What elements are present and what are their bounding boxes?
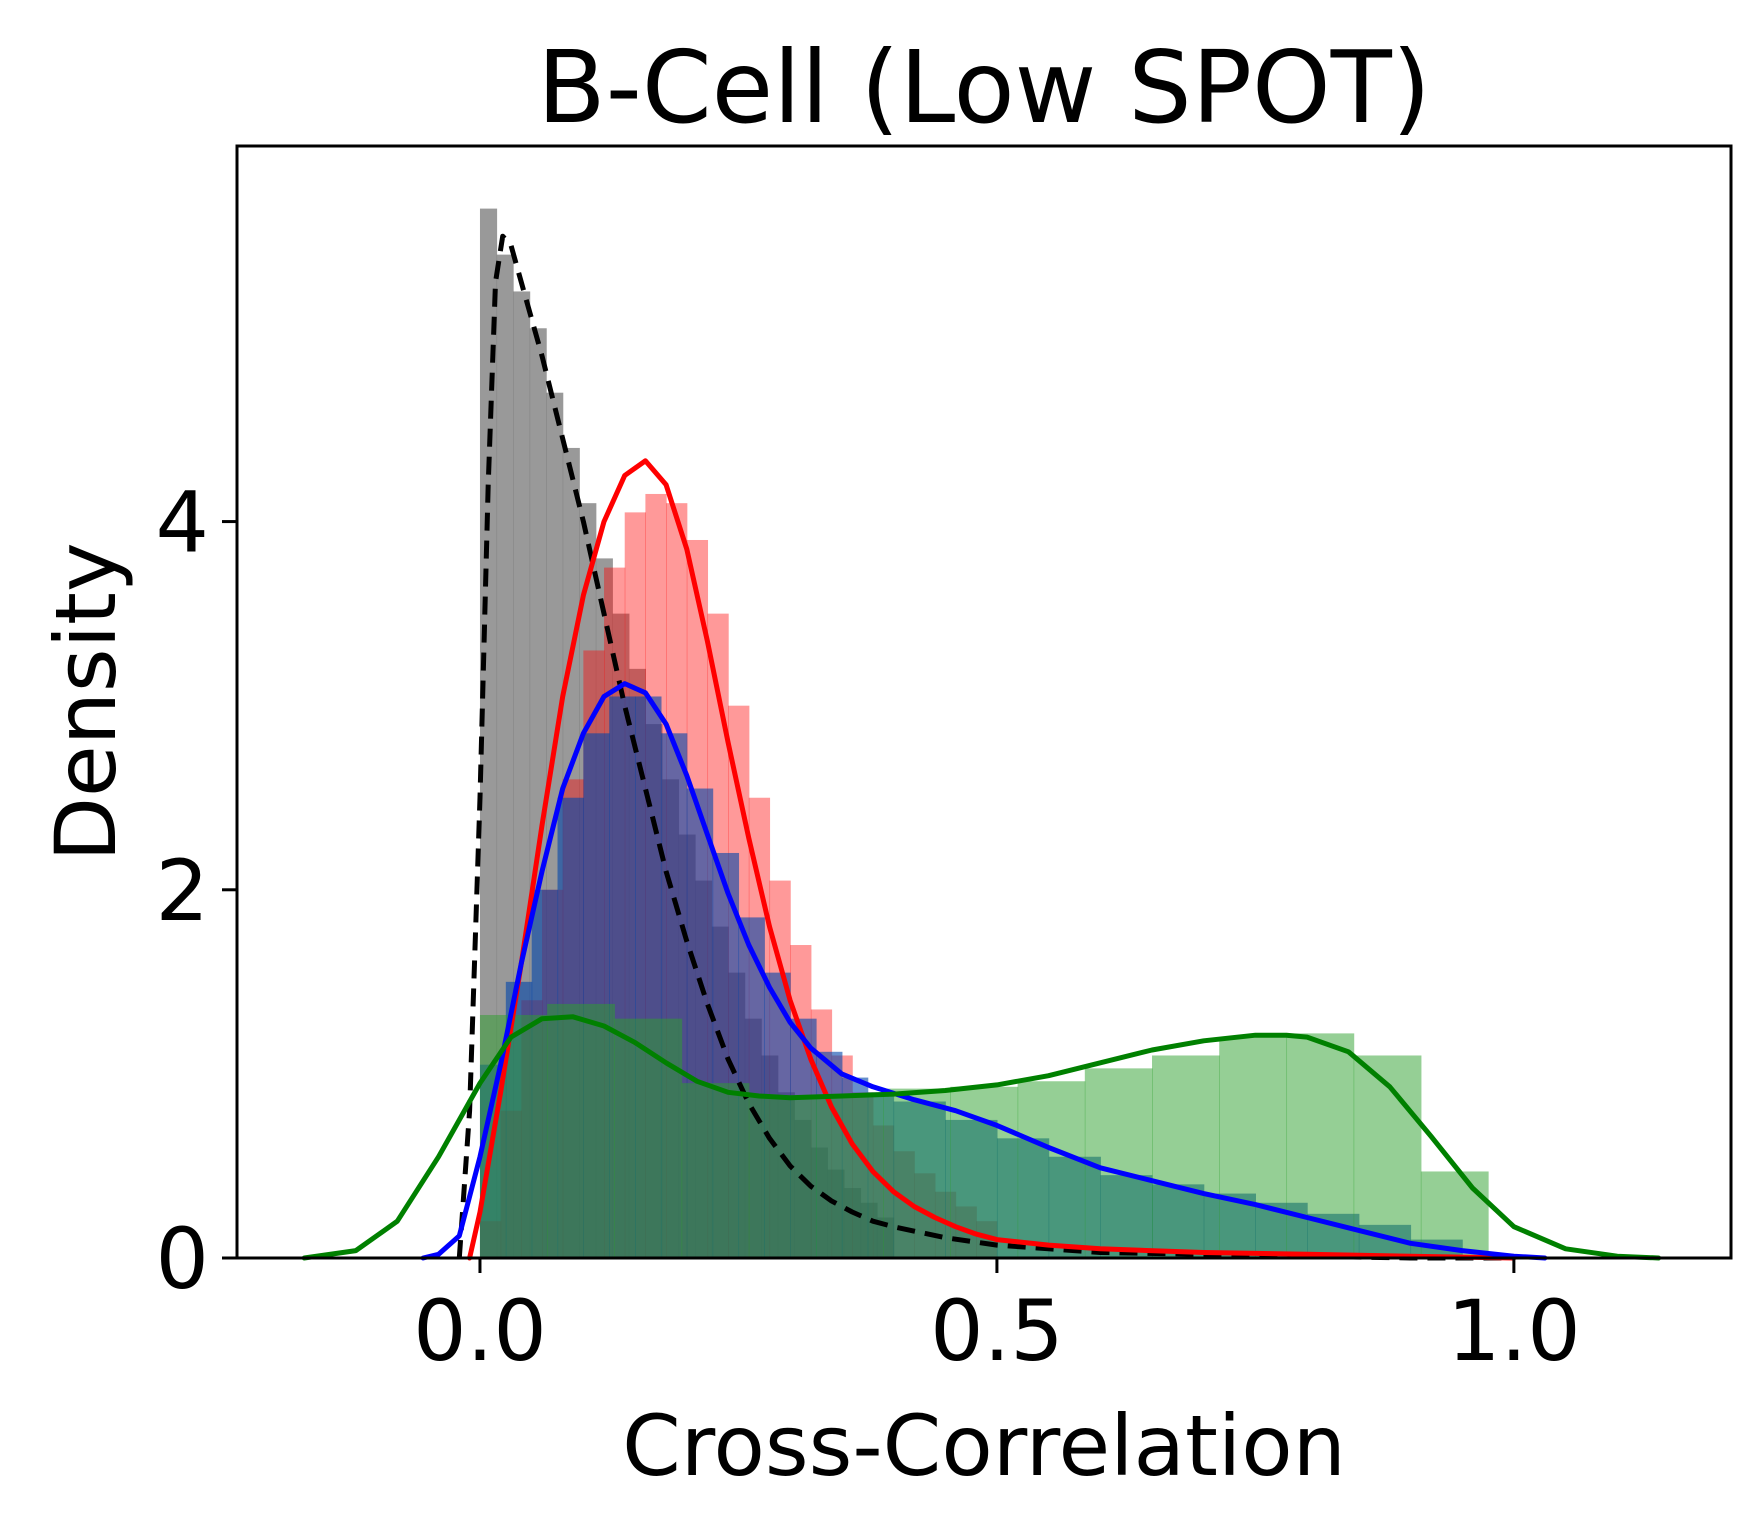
x-tick-label-2: 1.0 bbox=[1447, 1282, 1581, 1380]
hist-bar-3-5 bbox=[815, 1095, 884, 1258]
hist-bar-3-10 bbox=[1152, 1055, 1220, 1258]
hist-bar-3-2 bbox=[614, 1018, 683, 1258]
y-tick-label-0: 0 bbox=[156, 1210, 209, 1308]
hist-bar-3-0 bbox=[479, 1014, 548, 1258]
hist-bar-3-8 bbox=[1017, 1081, 1086, 1258]
kde-curve-3 bbox=[301, 1014, 1662, 1261]
kde-curve-1 bbox=[467, 458, 1517, 1261]
curve-layer bbox=[301, 233, 1662, 1261]
x-tick-label-0: 0.0 bbox=[413, 1282, 547, 1380]
x-tick-label-1: 0.5 bbox=[930, 1282, 1064, 1380]
hist-bar-0-0 bbox=[479, 208, 498, 1258]
hist-bar-3-13 bbox=[1353, 1055, 1422, 1258]
hist-bar-3-3 bbox=[681, 1083, 750, 1258]
tick-layer: 0.0 0.5 1.0 0 2 4 bbox=[156, 474, 1581, 1380]
x-axis-label: Cross-Correlation bbox=[622, 1397, 1346, 1495]
y-tick-label-2: 4 bbox=[156, 474, 209, 572]
hist-bar-3-6 bbox=[883, 1088, 951, 1258]
chart-title: B-Cell (Low SPOT) bbox=[537, 29, 1431, 146]
y-axis-label: Density bbox=[37, 542, 135, 861]
kde-curve-0 bbox=[456, 233, 1514, 1261]
hist-bar-3-1 bbox=[547, 1003, 615, 1258]
plot-frame bbox=[235, 144, 1733, 1260]
hist-bar-3-11 bbox=[1219, 1037, 1288, 1258]
y-tick-label-1: 2 bbox=[156, 842, 209, 940]
kde-curve-2 bbox=[420, 681, 1548, 1261]
hist-bar-3-14 bbox=[1420, 1171, 1489, 1258]
histogram-layer bbox=[479, 208, 1489, 1259]
hist-bar-3-9 bbox=[1084, 1068, 1153, 1258]
